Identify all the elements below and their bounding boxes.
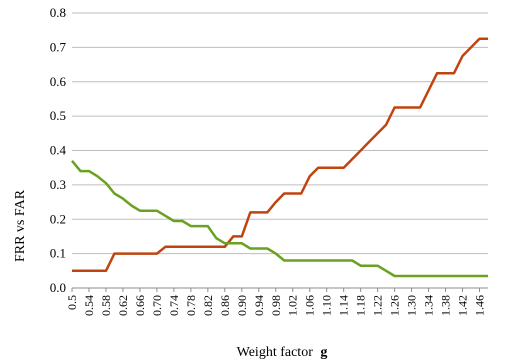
series-line-2 [71,160,488,278]
y-tick-label: 0.4 [50,143,67,158]
y-tick-label: 0.6 [50,74,67,89]
series-lines [71,37,488,278]
x-tick-label: 0.98 [269,295,283,316]
y-tick-label: 0.1 [50,246,66,261]
x-tick-label: 1.18 [354,295,368,316]
x-tick-label: 1.30 [405,295,419,316]
x-tick-label: 1.42 [456,295,470,316]
x-tick-label: 0.90 [235,295,249,316]
series-line-1 [72,37,488,273]
x-tick-label: 0.66 [133,295,147,316]
y-tick-label: 0.3 [50,177,66,192]
x-tick-label: 0.94 [252,295,266,316]
y-tick-labels: 0.0 0.1 0.2 0.3 0.4 0.5 0.6 0.7 0.8 [50,5,67,295]
x-tick-label: 1.38 [439,295,453,316]
x-axis-title-text: Weight factor [237,345,314,360]
x-tick-label: 0.5 [65,295,79,310]
x-tick-label: 0.82 [201,295,215,316]
x-tick-label: 0.70 [150,295,164,316]
x-axis-title-symbol: g [320,345,327,360]
y-tick-label: 0.7 [50,39,67,54]
x-tick-labels: 0.5 0.54 0.58 0.62 0.66 0.70 0.74 0.78 0.82 0.86 0… [65,288,487,316]
x-tick-label: 1.26 [388,295,402,316]
y-axis-title: FRR vs FAR [13,189,28,262]
y-tick-label: 0.2 [50,211,66,226]
x-tick-label: 1.14 [337,295,351,316]
x-axis-title: Weight factor g [237,345,328,360]
x-tick-label: 0.62 [116,295,130,316]
x-tick-label: 1.46 [473,295,487,316]
x-tick-label: 0.86 [218,295,232,316]
x-tick-label: 1.22 [371,295,385,316]
x-tick-label: 0.78 [184,295,198,316]
x-tick-label: 1.10 [320,295,334,316]
x-tick-label: 1.02 [286,295,300,316]
x-tick-label: 1.34 [422,295,436,316]
y-tick-label: 0.0 [50,280,66,295]
y-tick-label: 0.8 [50,5,66,20]
x-tick-label: 0.58 [99,295,113,316]
x-tick-label: 0.54 [82,295,96,316]
gridlines [72,12,488,289]
y-tick-label: 0.5 [50,108,66,123]
x-tick-label: 1.06 [303,295,317,316]
x-tick-label: 0.74 [167,295,181,316]
